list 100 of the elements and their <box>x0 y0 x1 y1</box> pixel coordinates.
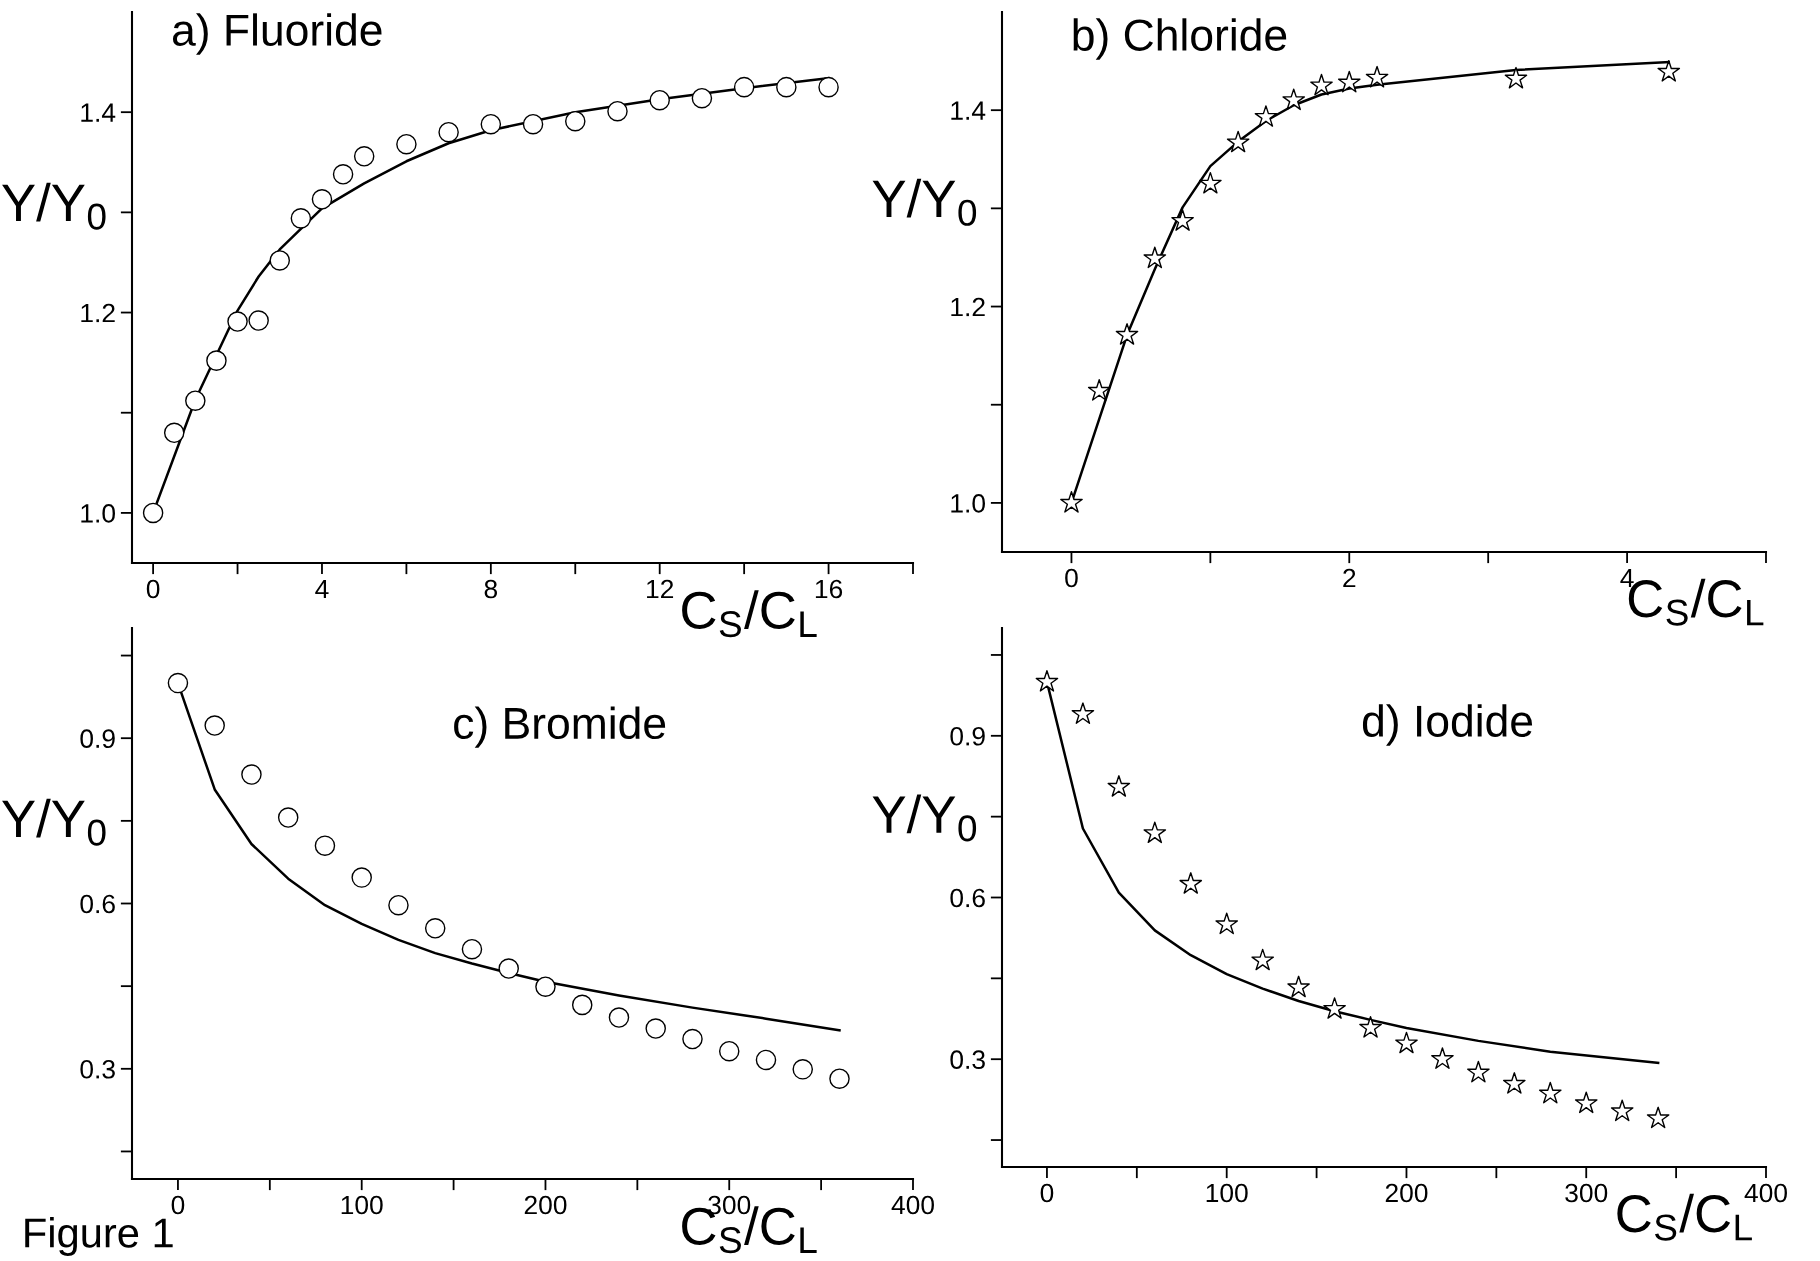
x-tick-label: 0 <box>146 579 160 599</box>
point <box>1107 775 1131 797</box>
point <box>424 918 446 939</box>
point <box>718 1040 740 1062</box>
y-tick-label: 1.0 <box>81 504 115 523</box>
x-tick-label: 200 <box>524 1195 567 1215</box>
point <box>565 110 586 132</box>
x-tick-label: 16 <box>815 579 843 599</box>
point <box>353 145 375 167</box>
point <box>204 715 225 736</box>
y-tick-label: 0.6 <box>950 888 985 908</box>
point <box>1310 73 1333 96</box>
point <box>1538 1081 1562 1104</box>
point <box>1254 105 1278 127</box>
point <box>498 958 519 979</box>
point <box>438 121 459 143</box>
point <box>1365 65 1389 88</box>
point <box>314 835 336 856</box>
point <box>1504 66 1528 89</box>
point <box>1467 1060 1490 1083</box>
point <box>351 867 372 888</box>
point <box>290 208 312 229</box>
y-axis-title: Y/Y$_{0}$ <box>2 798 106 846</box>
point <box>1574 1091 1598 1114</box>
y-tick-label: 1.4 <box>951 101 986 120</box>
point <box>142 502 164 524</box>
x-tick-label: 8 <box>484 579 498 599</box>
x-tick-label: 0 <box>171 1195 185 1215</box>
point <box>1323 997 1346 1019</box>
point <box>185 390 206 411</box>
y-axis-title: Y/Y$_{0}$ <box>872 794 977 842</box>
x-tick-label: 12 <box>647 579 674 599</box>
point <box>332 164 354 185</box>
point <box>1143 246 1167 269</box>
point <box>829 1068 850 1089</box>
point <box>1215 912 1239 935</box>
point <box>227 311 248 332</box>
point <box>1251 948 1275 971</box>
point <box>206 350 227 371</box>
point <box>1199 171 1222 194</box>
point <box>1395 1031 1418 1054</box>
point <box>1087 379 1111 401</box>
point <box>522 113 544 135</box>
point <box>1287 975 1310 998</box>
y-tick-label: 1.2 <box>81 303 115 323</box>
point <box>776 76 797 98</box>
point <box>1035 670 1059 692</box>
point <box>241 764 262 785</box>
y-tick-label: 0.6 <box>80 894 115 914</box>
caption: Figure 1 <box>25 1217 173 1256</box>
x-tick-label: 0 <box>1065 568 1078 588</box>
point <box>277 807 299 828</box>
y-tick-label: 1.2 <box>951 297 985 317</box>
point <box>1143 821 1167 844</box>
point <box>1060 491 1083 513</box>
y-tick-label: 0.9 <box>950 726 985 746</box>
point <box>792 1059 814 1080</box>
point <box>396 133 417 155</box>
point <box>1282 88 1306 111</box>
point <box>535 976 556 997</box>
x-tick-label: 400 <box>891 1195 934 1215</box>
point <box>269 250 291 271</box>
point <box>1115 323 1139 345</box>
chart-title: a) Fluoride <box>172 13 382 55</box>
point <box>1502 1072 1526 1094</box>
point <box>1359 1016 1382 1038</box>
y-axis-title: Y/Y$_{0}$ <box>872 178 977 226</box>
point <box>755 1049 777 1071</box>
point <box>1431 1047 1454 1069</box>
chart-title: b) Chloride <box>1073 18 1287 60</box>
point <box>818 76 839 98</box>
x-tick-label: 300 <box>1565 1183 1608 1203</box>
point <box>645 1018 666 1039</box>
point <box>649 89 670 111</box>
y-tick-label: 1.0 <box>951 494 985 513</box>
point <box>1337 70 1361 93</box>
y-axis-title: Y/Y$_{0}$ <box>2 182 106 230</box>
point <box>461 938 483 960</box>
point <box>1657 59 1681 82</box>
text: d) Iodide <box>1362 704 1533 746</box>
point <box>248 310 269 331</box>
point <box>1071 702 1095 724</box>
point <box>1179 872 1203 894</box>
x-tick-label: 0 <box>1040 1183 1054 1203</box>
y-tick-label: 0.3 <box>950 1050 985 1070</box>
y-tick-label: 0.9 <box>80 729 115 749</box>
point <box>682 1028 703 1050</box>
x-tick-label: 4 <box>315 579 329 599</box>
point <box>311 189 333 210</box>
point <box>607 100 628 122</box>
point <box>1226 130 1250 153</box>
point <box>480 113 502 135</box>
x-axis-title: C$_{S}$/C$_{L}$ <box>682 590 817 638</box>
x-tick-label: 100 <box>1206 1183 1248 1203</box>
point <box>163 422 185 444</box>
point <box>1171 209 1194 231</box>
y-tick-label: 0.3 <box>80 1059 115 1079</box>
point <box>388 894 409 916</box>
point <box>733 76 755 98</box>
point <box>691 87 713 109</box>
